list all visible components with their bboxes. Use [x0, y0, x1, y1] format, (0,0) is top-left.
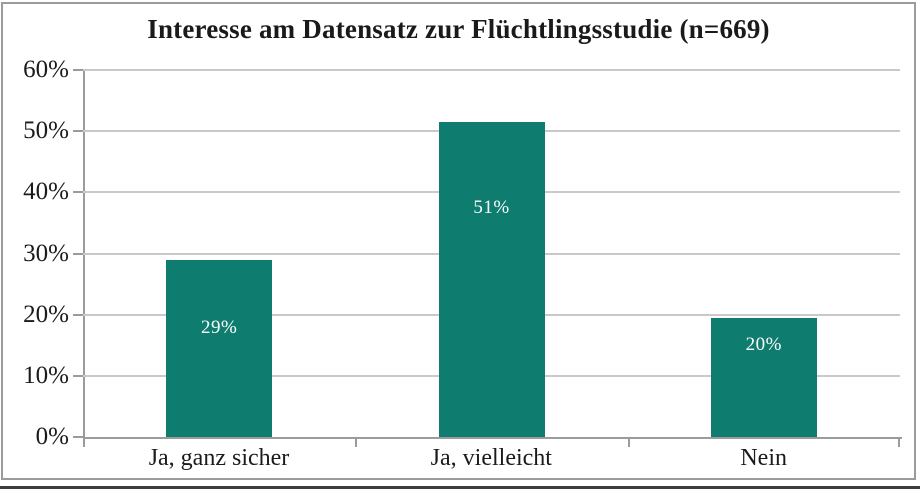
x-category-label: Nein [740, 445, 787, 471]
y-tick-label: 40% [23, 178, 69, 206]
y-tick-mark [73, 130, 83, 133]
y-tick-label: 60% [23, 56, 69, 83]
chart-title: Interesse am Datensatz zur Flüchtlingsst… [147, 14, 770, 44]
y-tick-mark [73, 313, 83, 316]
y-tick-label: 30% [23, 239, 69, 267]
gridline [83, 69, 900, 71]
y-tick-mark [73, 191, 83, 194]
x-tick-mark [898, 437, 900, 447]
y-tick-label: 20% [23, 300, 69, 328]
plot-area: 29% 51% 20% [83, 69, 900, 437]
y-tick-mark [73, 374, 83, 377]
y-tick-label: 50% [23, 117, 69, 145]
chart-frame: Interesse am Datensatz zur Flüchtlingsst… [1, 2, 916, 480]
x-tick-mark [83, 437, 85, 447]
bar [438, 122, 545, 437]
x-category-label: Ja, ganz sicher [148, 445, 290, 471]
bar-value-label: 51% [473, 197, 510, 219]
x-tick-mark [627, 437, 630, 447]
y-tick-mark [73, 252, 83, 255]
bar-value-label: 20% [745, 334, 782, 356]
bar [166, 259, 273, 437]
x-tick-mark [355, 437, 358, 447]
y-tick-mark [73, 69, 83, 71]
y-tick-label: 0% [35, 423, 69, 450]
bar-value-label: 29% [200, 317, 238, 339]
y-tick-mark [73, 436, 83, 438]
y-tick-label: 10% [23, 361, 69, 389]
bar [710, 317, 817, 437]
x-category-label: Ja, vielleicht [430, 445, 552, 471]
x-axis-line [83, 437, 902, 439]
page-bottom-edge [0, 486, 920, 489]
